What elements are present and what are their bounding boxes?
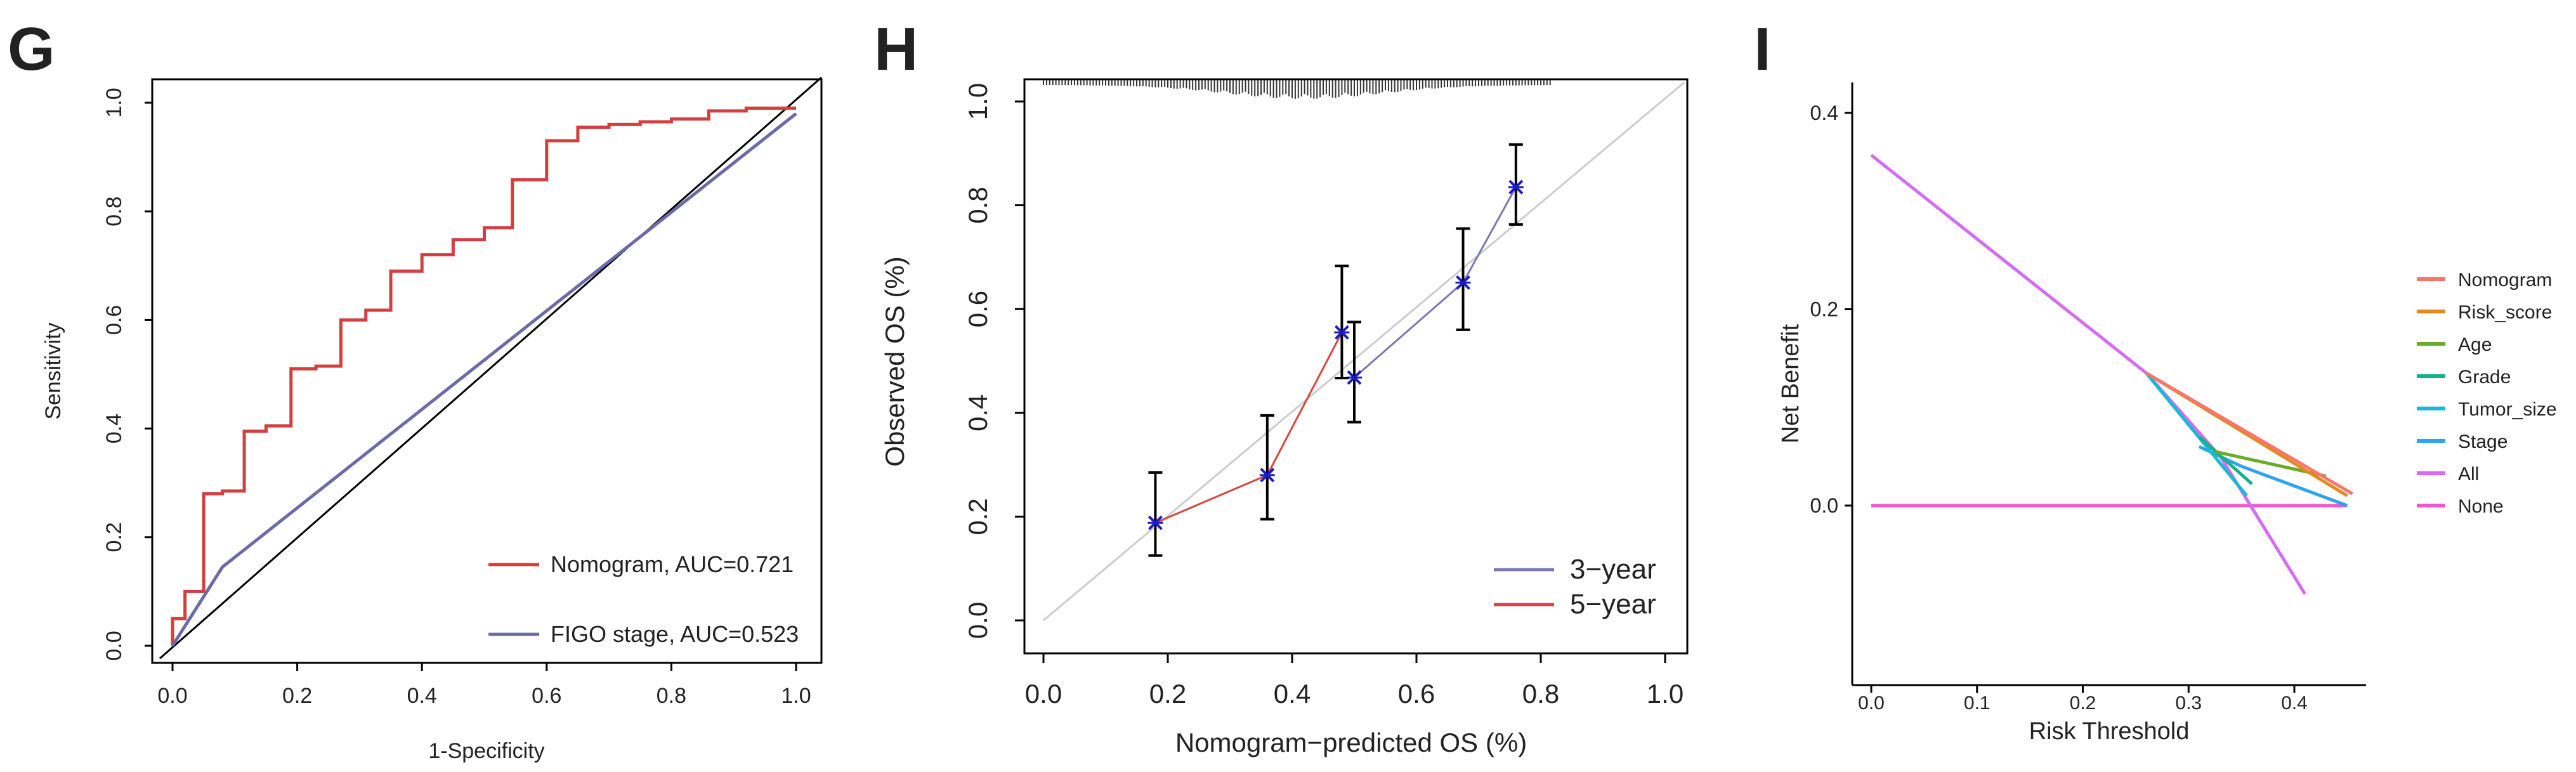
roc-y-ticks: 0.0 0.2 0.4 0.6 0.8 1.0: [102, 88, 152, 661]
calibration-series: [1147, 143, 1524, 557]
dca-y-axis-label: Net Benefit: [1777, 324, 1804, 443]
dca-y-ticks: 0.0 0.2 0.4: [1810, 101, 1852, 517]
panel-letter-g: G: [8, 15, 55, 83]
panel-g-roc: G 0.00.20.40.60.81.0 0.0 0.2 0.4 0.6 0.8 1.0 …: [8, 15, 823, 763]
dca-legend-label: Tumor_size: [2458, 399, 2557, 420]
dca-x-tick-label: 0.1: [1964, 693, 1991, 714]
calibration-legend-label-5-year: 5−year: [1570, 589, 1656, 620]
calibration-x-axis-label: Nomogram−predicted OS (%): [1175, 728, 1527, 757]
roc-figo-stage-curve: [171, 112, 797, 647]
dca-legend-label: Age: [2458, 334, 2492, 355]
roc-x-tick-label: 0.6: [532, 684, 561, 708]
calibration-y-ticks: 0.0 0.2 0.4 0.6 0.8 1.0: [963, 83, 1024, 639]
dca-curve-grade: [2198, 435, 2253, 485]
calibration-x-tick-label: 0.2: [1149, 679, 1186, 709]
calibration-line-0: [1354, 186, 1517, 379]
dca-legend: Nomogram Risk_score Age Grade Tumor_size Stag…: [2417, 270, 2557, 517]
roc-y-tick-label: 0.0: [102, 631, 126, 660]
dca-x-tick-label: 0.2: [2070, 693, 2096, 714]
dca-legend-label: Risk_score: [2458, 302, 2552, 323]
calibration-legend-label-3-year: 3−year: [1570, 554, 1656, 585]
dca-x-tick-label: 0.4: [2281, 693, 2308, 714]
dca-y-tick-label: 0.2: [1810, 298, 1838, 321]
roc-plot-frame: [151, 78, 823, 664]
calibration-line-1: [1154, 332, 1343, 524]
dca-curve-tumor-size: [2145, 372, 2248, 497]
panel-letter-h: H: [874, 15, 918, 83]
calibration-rug-marks: [1043, 80, 1551, 99]
calibration-ideal-reference-line: [1043, 81, 1685, 622]
calibration-y-axis-label: Observed OS (%): [880, 256, 910, 466]
roc-x-ticks: 0.0 0.2 0.4 0.6 0.8 1.0: [157, 663, 811, 708]
calibration-x-tick-label: 1.0: [1647, 679, 1684, 709]
calibration-y-tick-label: 1.0: [963, 83, 993, 120]
calibration-x-tick-label: 0.4: [1274, 679, 1311, 709]
dca-legend-label: None: [2458, 496, 2504, 517]
calibration-plot-frame: [1023, 78, 1689, 655]
calibration-x-tick-label: 0.6: [1398, 679, 1435, 709]
roc-y-tick-label: 0.6: [102, 305, 126, 335]
roc-legend-label-figo: FIGO stage, AUC=0.523: [551, 621, 799, 647]
panel-i-decision-curve: I 0.0 0.2 0.4 0.0 0.1 0.2 0.3 0.4 Risk Thresho…: [1754, 15, 2557, 745]
panel-h-calibration: H 0.00.20.40.60.81.0 0.0 0.2 0.4 0.6 0.8 1.0 …: [874, 15, 1689, 757]
roc-x-tick-label: 0.8: [657, 684, 686, 708]
dca-x-ticks: 0.0 0.1 0.2 0.3 0.4: [1858, 685, 2308, 714]
dca-y-tick-label: 0.0: [1810, 494, 1838, 517]
calibration-y-tick-label: 0.0: [963, 602, 993, 639]
dca-x-axis-label: Risk Threshold: [2029, 718, 2190, 745]
panel-letter-i: I: [1754, 15, 1771, 83]
calibration-legend: 3−year 5−year: [1494, 554, 1656, 620]
dca-curve-all: [1870, 154, 2306, 595]
roc-x-tick-label: 0.4: [407, 684, 437, 708]
roc-diagonal-reference-line: [159, 76, 822, 660]
dca-legend-label: Stage: [2458, 431, 2507, 452]
calibration-x-ticks: 0.0 0.2 0.4 0.6 0.8 1.0: [1025, 653, 1684, 709]
calibration-y-tick-label: 0.4: [963, 395, 993, 431]
dca-legend-label: Grade: [2458, 367, 2511, 388]
dca-legend-label: All: [2458, 464, 2479, 485]
roc-y-tick-label: 1.0: [102, 88, 126, 117]
dca-x-tick-label: 0.3: [2175, 693, 2202, 714]
roc-nomogram-curve: [171, 107, 796, 646]
roc-legend: Nomogram, AUC=0.721 FIGO stage, AUC=0.52…: [488, 551, 799, 647]
roc-legend-label-nomogram: Nomogram, AUC=0.721: [551, 551, 794, 577]
roc-x-axis-label: 1-Specificity: [428, 739, 544, 763]
roc-y-axis-label: Sensitivity: [41, 322, 65, 419]
dca-legend-label: Nomogram: [2458, 270, 2552, 291]
dca-curve-nomogram: [2145, 371, 2353, 495]
dca-y-tick-label: 0.4: [1810, 101, 1838, 124]
calibration-y-tick-label: 0.8: [963, 186, 993, 223]
calibration-x-tick-label: 0.8: [1522, 679, 1559, 709]
roc-x-tick-label: 0.2: [282, 684, 312, 708]
calibration-y-tick-label: 0.2: [963, 498, 993, 535]
roc-x-tick-label: 1.0: [781, 684, 811, 708]
dca-x-tick-label: 0.0: [1858, 693, 1885, 714]
roc-y-tick-label: 0.4: [102, 414, 126, 443]
calibration-x-tick-label: 0.0: [1025, 679, 1062, 709]
roc-x-tick-label: 0.0: [157, 684, 187, 708]
roc-y-tick-label: 0.8: [102, 197, 126, 226]
dca-series: [1870, 154, 2353, 595]
calibration-y-tick-label: 0.6: [963, 291, 993, 327]
roc-y-tick-label: 0.2: [102, 522, 126, 552]
